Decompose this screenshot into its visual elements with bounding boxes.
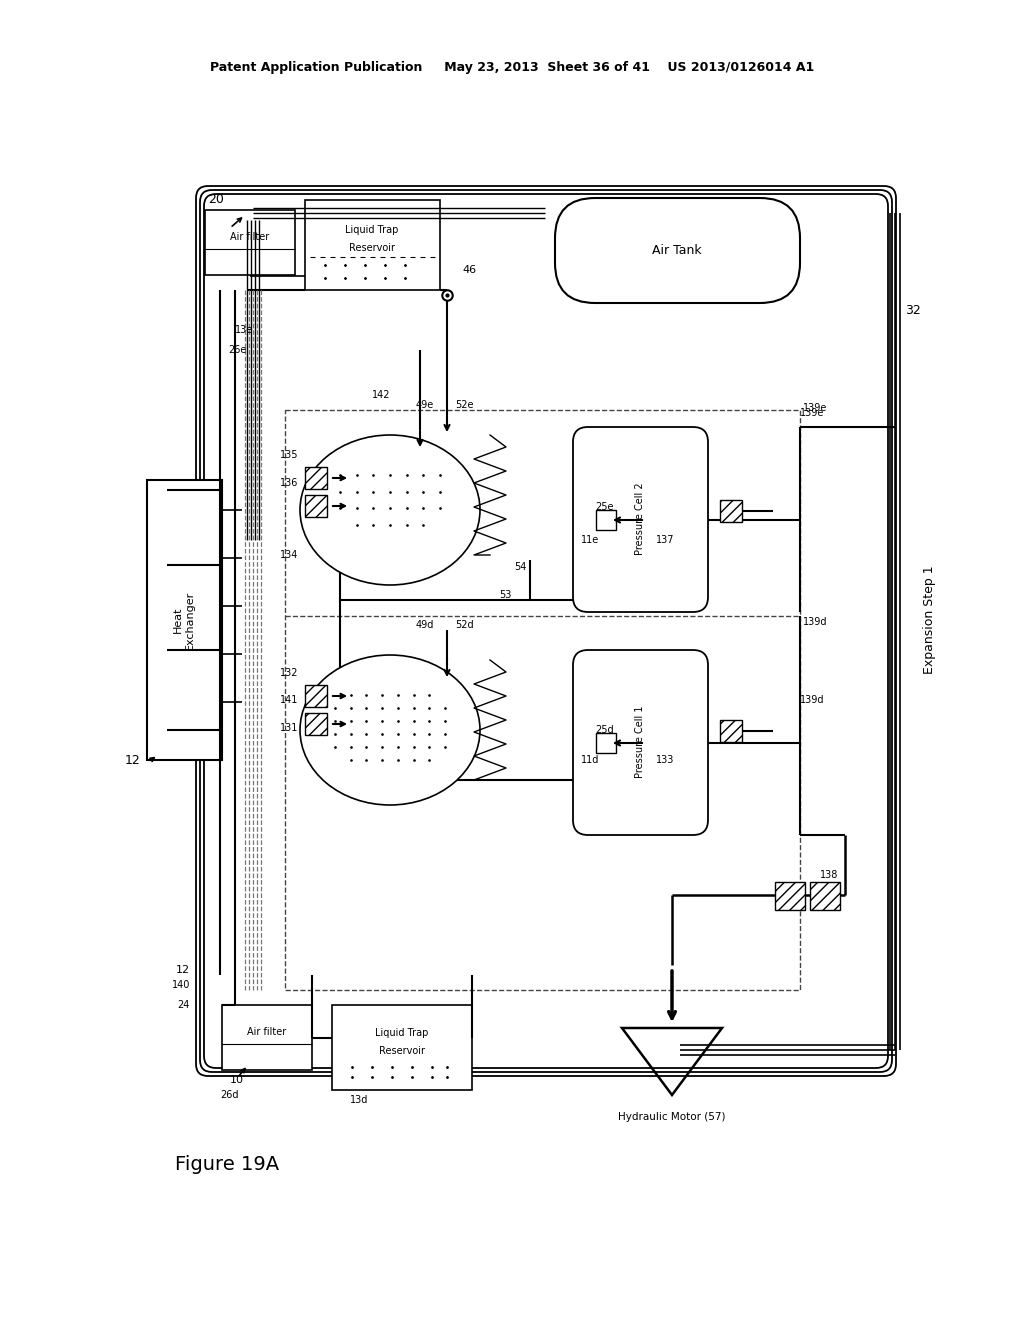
Text: 136: 136 [280, 478, 298, 488]
Text: Heat
Exchanger: Heat Exchanger [173, 590, 195, 649]
Text: 12: 12 [176, 965, 190, 975]
Bar [775, 882, 805, 909]
Text: Air filter: Air filter [230, 232, 269, 242]
Text: 137: 137 [655, 535, 674, 545]
Text: 25e: 25e [596, 502, 614, 512]
Text: 141: 141 [280, 696, 298, 705]
Bar [305, 467, 327, 488]
Bar [285, 411, 800, 990]
Text: 132: 132 [280, 668, 298, 678]
Text: 46: 46 [462, 265, 476, 275]
Text: 24: 24 [177, 1001, 190, 1010]
Bar [332, 1005, 472, 1090]
Text: Liquid Trap: Liquid Trap [376, 1028, 429, 1038]
Text: Patent Application Publication     May 23, 2013  Sheet 36 of 41    US 2013/01260: Patent Application Publication May 23, 2… [210, 62, 814, 74]
Text: 135: 135 [280, 450, 298, 459]
Text: 140: 140 [172, 979, 190, 990]
Text: 49d: 49d [416, 620, 434, 630]
Text: 139d: 139d [803, 616, 827, 627]
Bar [305, 201, 440, 290]
Bar [305, 495, 327, 517]
Text: Pressure Cell 1: Pressure Cell 1 [635, 706, 645, 779]
Bar [205, 210, 295, 275]
Text: Air Tank: Air Tank [652, 243, 701, 256]
Bar [222, 1005, 312, 1071]
Text: 139e: 139e [803, 403, 827, 413]
Text: 139d: 139d [800, 696, 824, 705]
Text: Pressure Cell 2: Pressure Cell 2 [635, 483, 645, 556]
FancyBboxPatch shape [555, 198, 800, 304]
Text: 11e: 11e [581, 535, 599, 545]
Text: 13d: 13d [350, 1096, 369, 1105]
Text: 54: 54 [514, 562, 526, 572]
Text: 26d: 26d [220, 1090, 239, 1100]
Text: Liquid Trap: Liquid Trap [345, 224, 398, 235]
Bar [305, 713, 327, 735]
Ellipse shape [300, 436, 480, 585]
FancyBboxPatch shape [573, 426, 708, 612]
Text: 134: 134 [280, 550, 298, 560]
Bar [330, 545, 348, 564]
Ellipse shape [300, 655, 480, 805]
Bar [596, 733, 616, 752]
Bar [810, 882, 840, 909]
Text: Expansion Step 1: Expansion Step 1 [924, 566, 937, 675]
Text: 131: 131 [280, 723, 298, 733]
Bar [147, 480, 222, 760]
Text: Reservoir: Reservoir [349, 243, 395, 253]
Text: 52e: 52e [455, 400, 473, 411]
Text: 52d: 52d [455, 620, 474, 630]
Text: 12: 12 [124, 754, 140, 767]
Bar [305, 685, 327, 708]
FancyBboxPatch shape [573, 649, 708, 836]
Bar [720, 500, 742, 521]
Text: 142: 142 [372, 389, 390, 400]
Text: Air filter: Air filter [248, 1027, 287, 1038]
Text: 20: 20 [208, 193, 224, 206]
Bar [330, 760, 348, 777]
Text: 11d: 11d [581, 755, 599, 766]
Bar [720, 719, 742, 742]
Text: 133: 133 [655, 755, 674, 766]
Text: 10: 10 [230, 1074, 244, 1085]
Text: 53: 53 [499, 590, 511, 601]
Text: 25d: 25d [596, 725, 614, 735]
Text: 32: 32 [905, 304, 921, 317]
Text: Figure 19A: Figure 19A [175, 1155, 280, 1173]
Text: 26e: 26e [228, 345, 247, 355]
Text: Hydraulic Motor (57): Hydraulic Motor (57) [618, 1111, 726, 1122]
Text: 13e: 13e [234, 325, 253, 335]
Text: 139e: 139e [800, 408, 824, 418]
Text: 138: 138 [820, 870, 839, 880]
Bar [596, 510, 616, 531]
Text: 49e: 49e [416, 400, 434, 411]
Text: Reservoir: Reservoir [379, 1045, 425, 1056]
